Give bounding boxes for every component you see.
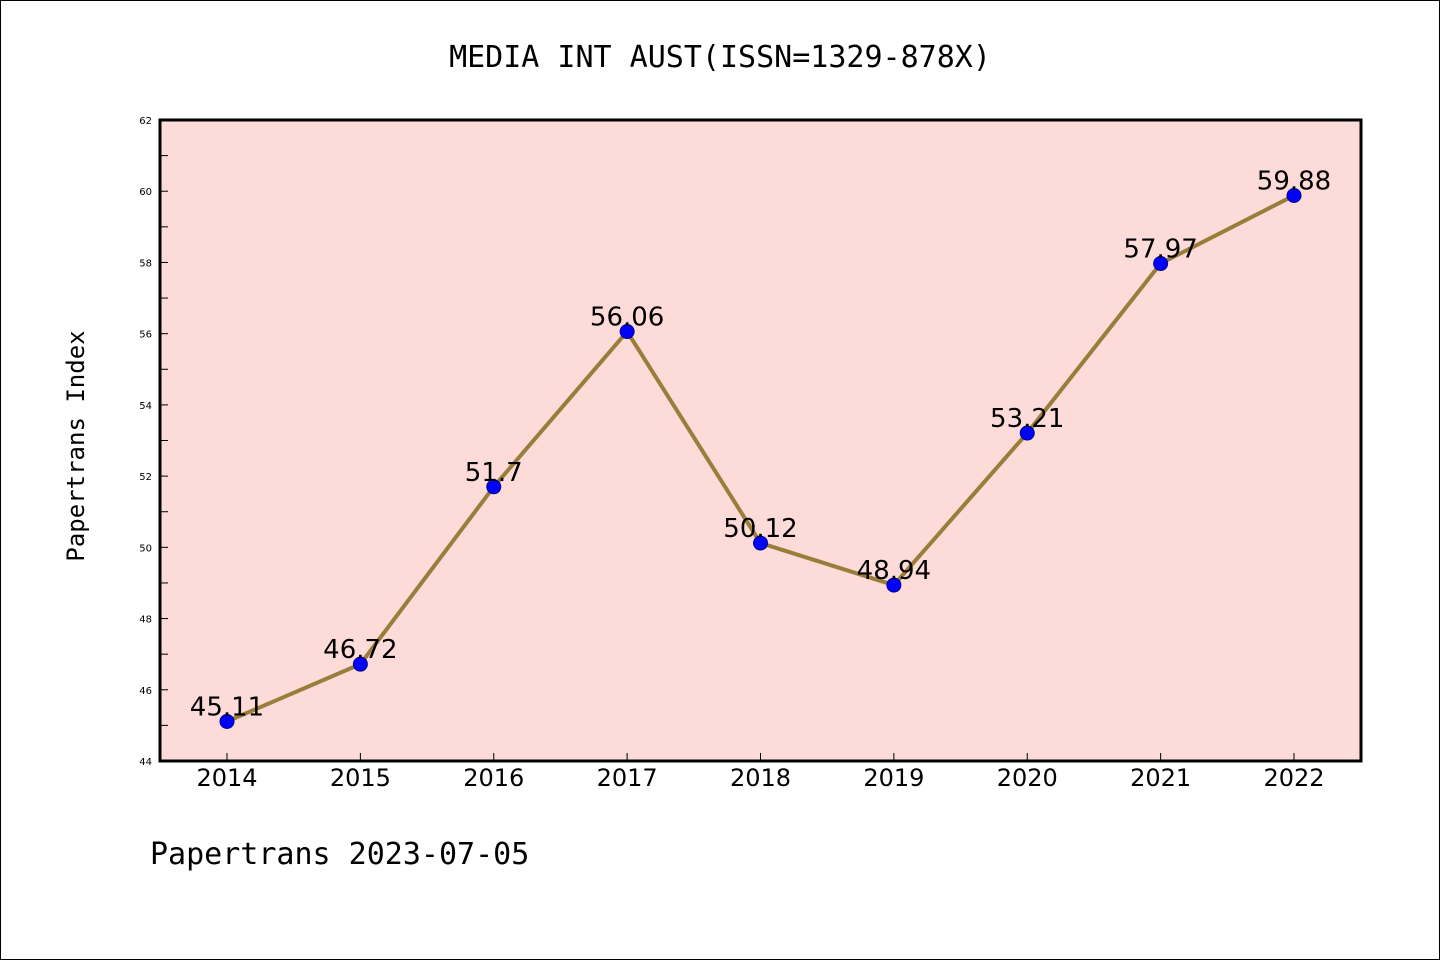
data-label: 46.72 (323, 635, 397, 665)
y-tick-label: 62 (139, 116, 152, 127)
data-label: 51.7 (465, 458, 523, 488)
chart-title: MEDIA INT AUST(ISSN=1329-878X) (449, 40, 991, 75)
data-point (886, 577, 902, 593)
x-tick-label: 2020 (997, 764, 1058, 792)
y-tick-label: 44 (139, 757, 152, 768)
data-point (219, 713, 235, 729)
data-label: 56.06 (590, 303, 664, 333)
y-axis: 44 46 48 50 52 54 56 58 60 62 (139, 116, 168, 768)
x-tick-label: 2019 (863, 764, 924, 792)
x-tick-label: 2017 (597, 764, 658, 792)
data-point (352, 656, 368, 672)
data-point (1286, 187, 1302, 203)
footer-date: Papertrans 2023-07-05 (150, 837, 529, 872)
y-tick-label: 56 (139, 330, 152, 341)
data-point (1153, 256, 1169, 272)
y-tick-label: 60 (139, 187, 152, 198)
x-tick-label: 2022 (1263, 764, 1324, 792)
data-label: 50.12 (723, 514, 797, 544)
x-tick-label: 2014 (196, 764, 257, 792)
data-point (486, 479, 502, 495)
y-tick-label: 48 (139, 615, 152, 626)
data-labels: 45.11 46.72 51.7 56.06 50.12 48.94 53.21 57.97 5… (190, 166, 1331, 722)
data-label: 57.97 (1123, 235, 1197, 265)
data-label: 59.88 (1257, 166, 1331, 196)
y-tick-label: 46 (139, 686, 152, 697)
data-point (619, 324, 635, 340)
series-line-group (219, 187, 1302, 729)
y-tick-label: 50 (139, 543, 152, 554)
data-label: 53.21 (990, 404, 1064, 434)
x-tick-label: 2018 (730, 764, 791, 792)
y-axis-label: Papertrans Index (62, 330, 90, 561)
data-point (1019, 425, 1035, 441)
x-tick-label: 2021 (1130, 764, 1191, 792)
x-tick-label: 2016 (463, 764, 524, 792)
y-tick-label: 58 (139, 258, 152, 269)
data-label: 48.94 (857, 556, 931, 586)
data-point (753, 535, 768, 551)
y-tick-label: 54 (139, 401, 152, 412)
y-tick-label: 52 (139, 472, 152, 483)
x-tick-label: 2015 (330, 764, 391, 792)
x-axis: 2014 2015 2016 2017 2018 2019 2020 2021 2022 (196, 753, 1325, 792)
data-label: 45.11 (190, 692, 264, 722)
plot-area (158, 118, 1363, 763)
